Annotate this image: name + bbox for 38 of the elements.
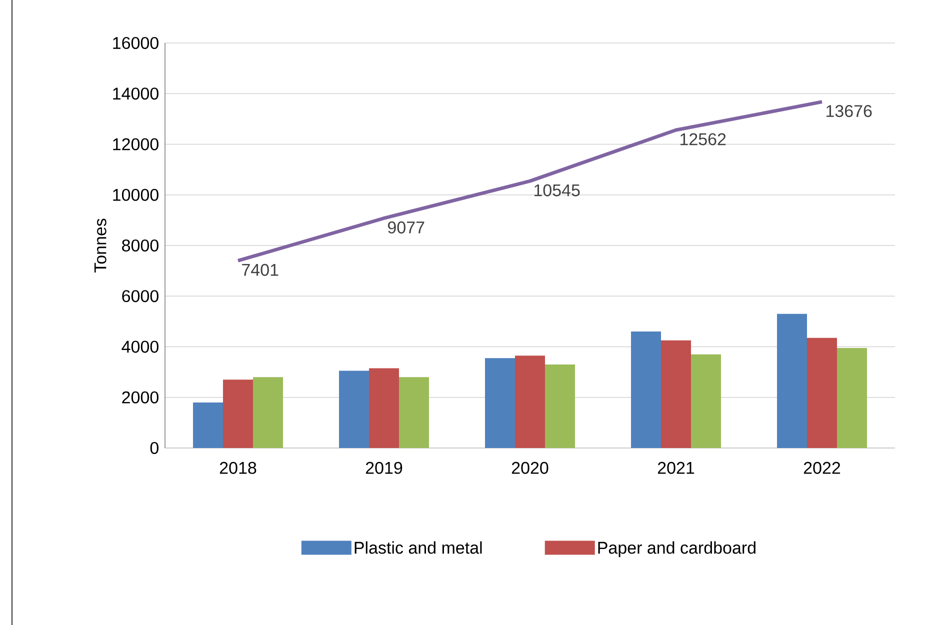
- bar: [223, 380, 253, 448]
- x-tick-label: 2019: [366, 462, 402, 474]
- bar: [777, 314, 807, 448]
- y-tick-label: 14000: [113, 88, 158, 100]
- bar: [837, 348, 867, 448]
- line-series: [236, 100, 824, 262]
- legend-label: Plastic and metal: [354, 541, 482, 554]
- y-tick-label: 16000: [113, 36, 158, 50]
- bar: [399, 377, 429, 448]
- bar: [485, 358, 515, 448]
- bar: [515, 356, 546, 448]
- data-label: 13676: [826, 105, 872, 118]
- bar: [369, 368, 399, 448]
- y-tick-label: 4000: [122, 340, 158, 353]
- y-tick-label: 2000: [122, 391, 158, 404]
- x-tick-label: 2021: [658, 462, 694, 474]
- x-tick-label: 2022: [804, 462, 840, 474]
- data-label: 7401: [242, 264, 278, 276]
- bar: [193, 402, 223, 448]
- bar: [807, 338, 837, 448]
- y-tick-label: 6000: [122, 290, 158, 302]
- x-tick-label: 2018: [220, 462, 256, 474]
- y-tick-label: 12000: [113, 138, 158, 150]
- y-axis-title: Tonnes: [94, 218, 106, 273]
- bar: [545, 364, 575, 448]
- bar: [661, 340, 691, 448]
- bar: [631, 332, 661, 448]
- y-tick-label: 10000: [113, 188, 158, 201]
- bar: [691, 354, 722, 448]
- y-tick-label: 8000: [122, 239, 158, 252]
- bar: [339, 370, 370, 448]
- data-label: 10545: [534, 184, 580, 196]
- bar: [253, 377, 283, 448]
- y-tick-label: 0: [150, 442, 158, 454]
- data-label: 12562: [680, 133, 726, 146]
- data-label: 9077: [388, 221, 424, 234]
- legend-label: Paper and cardboard: [598, 541, 756, 558]
- x-tick-label: 2020: [512, 462, 548, 474]
